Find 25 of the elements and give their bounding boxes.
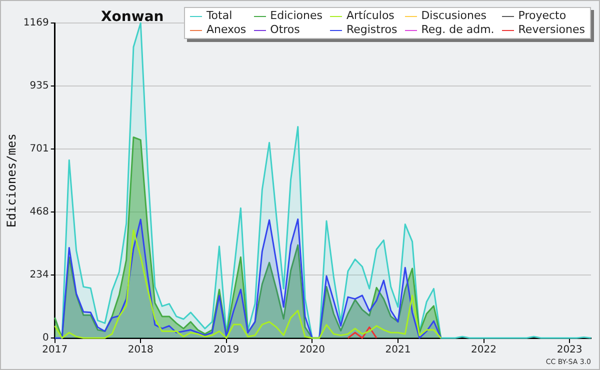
x-tick-label: 2021 xyxy=(385,344,411,356)
legend-label: Anexos xyxy=(206,23,246,37)
y-axis-title: Ediciones/mes xyxy=(4,134,18,228)
y-tick-label: 701 xyxy=(30,144,49,155)
legend-label: Proyecto xyxy=(518,9,566,23)
x-tick-label: 2018 xyxy=(128,344,154,356)
y-tick-label: 935 xyxy=(30,80,49,92)
legend-label: Reg. de adm. xyxy=(421,23,494,37)
x-tick-label: 2019 xyxy=(214,344,240,356)
legend-label: Ediciones xyxy=(270,9,322,23)
x-tick-label: 2017 xyxy=(42,344,68,356)
x-tick-label: 2020 xyxy=(299,344,325,356)
chart-title: Xonwan xyxy=(101,9,164,25)
legend-label: Total xyxy=(206,9,232,23)
legend-label: Otros xyxy=(270,23,300,37)
legend-label: Discusiones xyxy=(421,9,486,23)
legend-label: Artículos xyxy=(346,9,394,23)
y-tick-label: 468 xyxy=(30,206,49,218)
x-tick-label: 2022 xyxy=(471,344,496,356)
y-tick-label: 234 xyxy=(30,270,49,281)
y-tick-label: 1169 xyxy=(23,18,49,29)
y-tick-label: 0 xyxy=(42,332,49,344)
legend-label: Reversiones xyxy=(518,23,585,37)
x-tick-label: 2023 xyxy=(556,344,582,356)
legend-label: Registros xyxy=(346,23,398,37)
